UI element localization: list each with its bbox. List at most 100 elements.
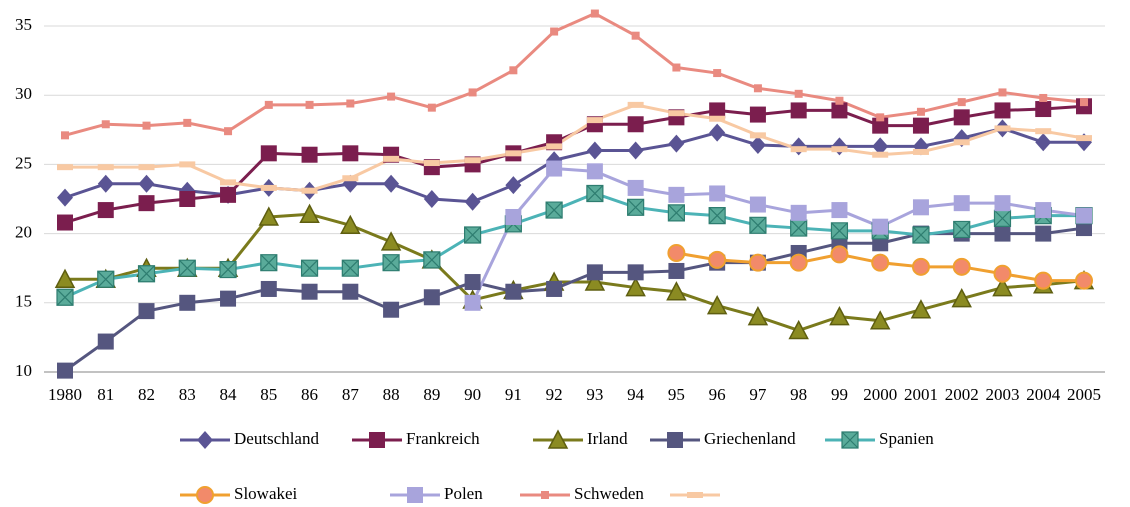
x-tick-label: 2005	[1067, 385, 1101, 404]
y-tick-label: 20	[15, 223, 32, 242]
x-tick-label: 86	[301, 385, 318, 404]
marker	[346, 99, 355, 108]
marker	[1035, 202, 1052, 219]
marker	[299, 203, 320, 223]
marker	[220, 179, 237, 186]
marker	[464, 157, 481, 164]
legend-label: Schweden	[574, 484, 644, 503]
marker	[831, 202, 848, 219]
marker	[380, 231, 402, 251]
legend-entry: Irland	[533, 429, 628, 449]
x-tick-label: 96	[709, 385, 726, 404]
series-line	[64, 126, 1084, 204]
marker	[709, 102, 726, 119]
y-tick-label: 35	[15, 15, 32, 34]
series-markers	[57, 101, 1092, 194]
marker	[464, 226, 482, 244]
marker	[749, 216, 767, 234]
marker	[1075, 271, 1093, 290]
marker	[709, 123, 726, 142]
x-tick-label: 99	[831, 385, 848, 404]
marker	[138, 303, 155, 320]
marker	[301, 283, 318, 300]
y-tick-label: 15	[15, 292, 32, 311]
marker	[341, 259, 359, 277]
marker	[547, 429, 569, 449]
marker	[468, 88, 477, 97]
marker	[789, 253, 808, 272]
marker	[841, 431, 859, 449]
marker	[790, 102, 807, 119]
marker	[407, 487, 423, 503]
marker	[912, 226, 930, 244]
legend-entry: Slowakei	[180, 484, 298, 504]
x-tick-label: 94	[627, 385, 645, 404]
marker	[305, 100, 314, 109]
series-markers	[54, 203, 1095, 340]
marker	[179, 161, 196, 168]
marker	[1080, 98, 1088, 107]
marker	[220, 290, 237, 307]
x-tick-label: 91	[505, 385, 522, 404]
marker	[953, 109, 970, 126]
marker	[369, 432, 385, 448]
marker	[713, 69, 722, 78]
marker	[790, 146, 807, 153]
marker	[427, 103, 436, 112]
marker	[872, 151, 889, 158]
x-tick-label: 98	[790, 385, 807, 404]
marker	[749, 196, 766, 213]
marker	[627, 264, 644, 281]
marker	[423, 289, 440, 306]
marker	[708, 207, 726, 225]
marker	[993, 264, 1012, 283]
marker	[1076, 207, 1092, 224]
marker	[957, 98, 966, 107]
marker	[749, 136, 766, 155]
marker	[910, 299, 932, 319]
marker	[666, 281, 687, 301]
marker	[97, 164, 114, 171]
marker	[258, 206, 280, 226]
x-tick-label: 82	[138, 385, 155, 404]
series-markers	[61, 9, 1088, 140]
x-tick-label: 2000	[863, 385, 897, 404]
marker	[953, 195, 970, 212]
marker	[869, 310, 891, 330]
marker	[260, 280, 277, 297]
marker	[709, 115, 726, 122]
marker	[137, 265, 156, 283]
marker	[196, 486, 214, 504]
legend-entry	[670, 492, 720, 498]
marker	[383, 301, 400, 318]
series-markers	[667, 243, 1093, 290]
marker	[57, 214, 73, 231]
marker	[505, 283, 522, 300]
series-line	[65, 212, 1085, 332]
marker	[586, 141, 603, 160]
marker	[342, 283, 359, 300]
x-tick-label: 1980	[48, 385, 82, 404]
marker	[916, 107, 925, 116]
legend-entry: Polen	[390, 484, 483, 503]
marker	[546, 280, 563, 297]
legend-label: Griechenland	[704, 429, 796, 448]
x-tick-label: 85	[260, 385, 277, 404]
marker	[912, 148, 929, 155]
x-tick-label: 84	[220, 385, 238, 404]
marker	[56, 288, 74, 306]
legend-entry: Schweden	[520, 484, 644, 503]
marker	[1034, 271, 1053, 290]
marker	[505, 150, 522, 157]
legend-label: Irland	[587, 429, 628, 448]
marker	[625, 276, 646, 297]
y-tick-label: 25	[15, 153, 32, 172]
marker	[872, 137, 889, 156]
marker	[753, 84, 762, 93]
marker	[912, 199, 929, 216]
marker	[97, 202, 114, 219]
marker	[747, 306, 769, 326]
marker	[464, 274, 481, 291]
marker	[1035, 225, 1052, 242]
